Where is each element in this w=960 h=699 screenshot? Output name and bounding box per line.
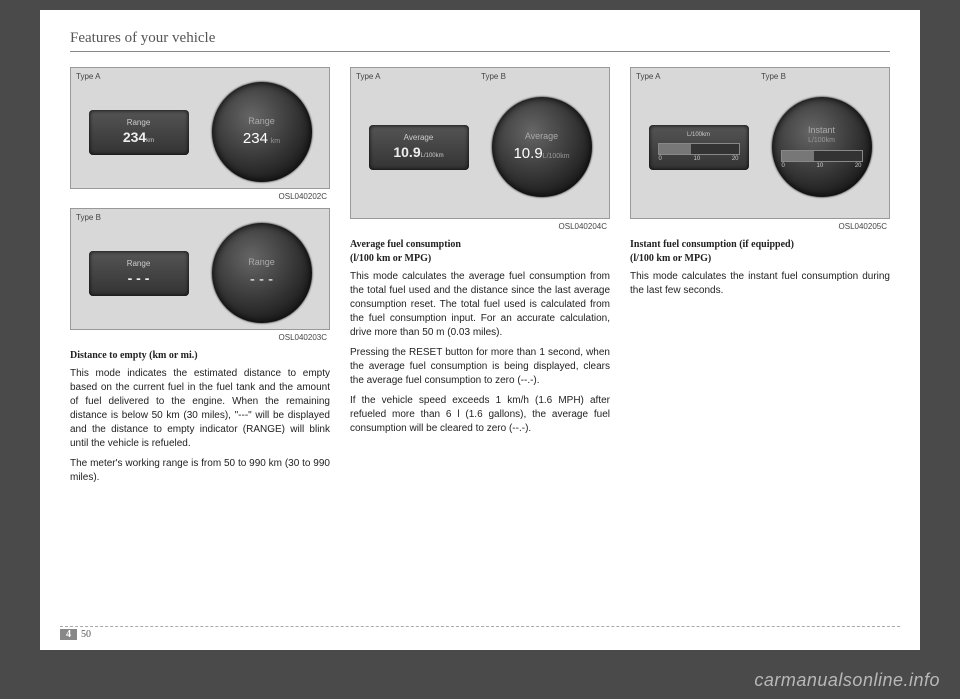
figure-type-label: Type A bbox=[76, 71, 100, 82]
figure-type-label: Type B bbox=[76, 212, 101, 223]
bar-scale-icon bbox=[658, 143, 740, 155]
page-footer: 4 50 bbox=[60, 626, 900, 640]
watermark-text: carmanualsonline.info bbox=[754, 670, 940, 691]
figure-code: OSL040202C bbox=[70, 191, 330, 202]
manual-page: Features of your vehicle Type A Range 23… bbox=[40, 10, 920, 650]
page-header: Features of your vehicle bbox=[70, 30, 890, 52]
rect-display-instant: L/100km 0 10 20 bbox=[649, 125, 749, 170]
figure-type-label-a: Type A bbox=[356, 71, 380, 82]
body-paragraph: This mode calculates the average fuel co… bbox=[350, 270, 610, 340]
column-2: Type A Type B Average 10.9L/100km Averag… bbox=[350, 67, 610, 491]
round-display-average: Average 10.9L/100km bbox=[492, 97, 592, 197]
section-title-distance: Distance to empty (km or mi.) bbox=[70, 349, 330, 363]
figure-range-type-a: Type A Range 234km Range 234 km bbox=[70, 67, 330, 189]
figure-type-label-a: Type A bbox=[636, 71, 660, 82]
rect-display-range-b: Range - - - bbox=[89, 251, 189, 296]
column-1: Type A Range 234km Range 234 km OSL04020… bbox=[70, 67, 330, 491]
column-3: Type A Type B L/100km 0 10 20 Instant bbox=[630, 67, 890, 491]
section-title-instant: Instant fuel consumption (if equipped) (… bbox=[630, 238, 890, 266]
bar-scale-icon bbox=[781, 150, 863, 162]
figure-type-label-b: Type B bbox=[761, 71, 786, 82]
body-paragraph: This mode indicates the estimated distan… bbox=[70, 367, 330, 451]
body-paragraph: Pressing the RESET button for more than … bbox=[350, 346, 610, 388]
body-paragraph: The meter's working range is from 50 to … bbox=[70, 457, 330, 485]
rect-display-range-a: Range 234km bbox=[89, 110, 189, 155]
figure-range-type-b: Type B Range - - - Range - - - bbox=[70, 208, 330, 330]
figure-instant-consumption: Type A Type B L/100km 0 10 20 Instant bbox=[630, 67, 890, 219]
body-paragraph: If the vehicle speed exceeds 1 km/h (1.6… bbox=[350, 394, 610, 436]
figure-type-label-b: Type B bbox=[481, 71, 506, 82]
figure-code: OSL040203C bbox=[70, 332, 330, 343]
rect-display-average: Average 10.9L/100km bbox=[369, 125, 469, 170]
chapter-number: 4 bbox=[60, 629, 77, 640]
content-columns: Type A Range 234km Range 234 km OSL04020… bbox=[70, 67, 890, 491]
figure-code: OSL040204C bbox=[350, 221, 610, 232]
section-title-average: Average fuel consumption (l/100 km or MP… bbox=[350, 238, 610, 266]
round-display-range-a: Range 234 km bbox=[212, 82, 312, 182]
figure-average-consumption: Type A Type B Average 10.9L/100km Averag… bbox=[350, 67, 610, 219]
page-number: 50 bbox=[81, 629, 91, 640]
round-display-range-b: Range - - - bbox=[212, 223, 312, 323]
figure-code: OSL040205C bbox=[630, 221, 890, 232]
body-paragraph: This mode calculates the instant fuel co… bbox=[630, 270, 890, 298]
round-display-instant: Instant L/100km 0 10 20 bbox=[772, 97, 872, 197]
